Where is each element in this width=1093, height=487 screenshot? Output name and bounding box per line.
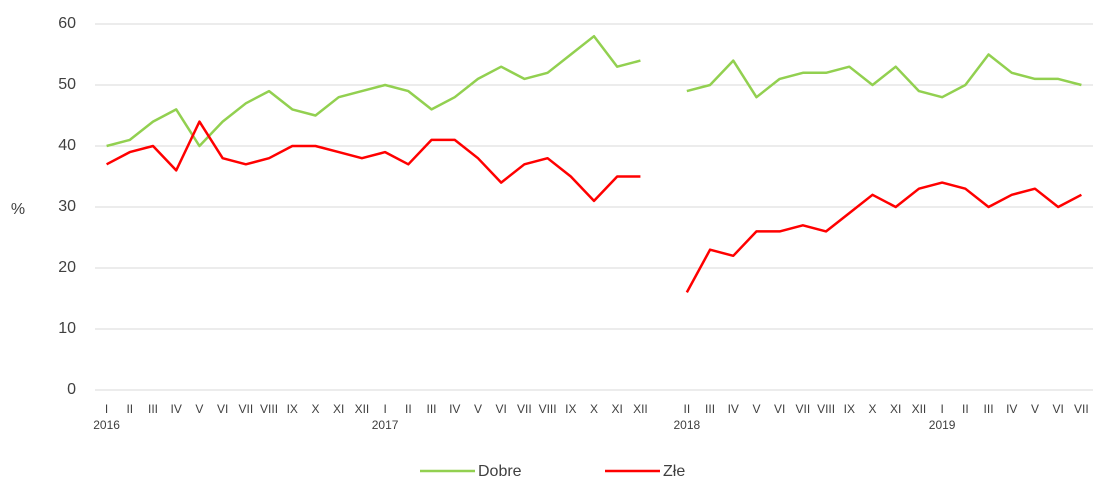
x-tick-label: IX — [844, 402, 855, 416]
year-label: 2016 — [93, 418, 120, 432]
x-tick-label: X — [869, 402, 877, 416]
data-line — [106, 34, 1082, 148]
y-axis-label: % — [11, 201, 25, 218]
x-tick-label: V — [1031, 402, 1039, 416]
x-tick-label: VII — [517, 402, 532, 416]
y-tick-label: 60 — [58, 15, 76, 32]
x-tick-label: II — [962, 402, 969, 416]
x-tick-label: X — [590, 402, 598, 416]
y-tick-label: 50 — [58, 76, 76, 93]
x-tick-label: VII — [796, 402, 811, 416]
y-tick-label: 0 — [67, 381, 76, 398]
x-tick-label: IV — [728, 402, 739, 416]
x-tick-label: II — [684, 402, 691, 416]
legend-label: Złe — [663, 463, 685, 480]
x-tick-label: VII — [1074, 402, 1089, 416]
x-tick-label: XII — [355, 402, 370, 416]
x-tick-label: V — [195, 402, 203, 416]
y-tick-label: 30 — [58, 198, 76, 215]
data-line — [106, 120, 1082, 293]
x-tick-label: II — [126, 402, 133, 416]
legend-label: Dobre — [478, 463, 522, 480]
x-tick-label: VII — [239, 402, 254, 416]
x-tick-label: II — [405, 402, 412, 416]
year-label: 2018 — [673, 418, 700, 432]
x-tick-label: I — [105, 402, 108, 416]
x-tick-label: VI — [495, 402, 506, 416]
x-tick-label: XII — [633, 402, 648, 416]
y-tick-label: 40 — [58, 137, 76, 154]
x-tick-label: VI — [1053, 402, 1064, 416]
x-tick-label: IX — [565, 402, 576, 416]
x-tick-label: VIII — [260, 402, 278, 416]
y-tick-label: 20 — [58, 259, 76, 276]
x-tick-label: VIII — [817, 402, 835, 416]
x-tick-label: VI — [217, 402, 228, 416]
x-tick-label: VIII — [539, 402, 557, 416]
x-tick-label: VI — [774, 402, 785, 416]
x-tick-label: IV — [1006, 402, 1017, 416]
x-tick-label: III — [984, 402, 994, 416]
x-tick-label: XI — [612, 402, 623, 416]
x-tick-label: X — [311, 402, 319, 416]
x-tick-label: III — [705, 402, 715, 416]
x-tick-label: XII — [912, 402, 927, 416]
x-tick-label: IV — [171, 402, 182, 416]
x-tick-label: V — [752, 402, 760, 416]
x-tick-label: III — [148, 402, 158, 416]
x-tick-label: XI — [890, 402, 901, 416]
x-tick-label: V — [474, 402, 482, 416]
x-tick-label: IV — [449, 402, 460, 416]
year-label: 2017 — [372, 418, 399, 432]
x-tick-label: XI — [333, 402, 344, 416]
x-tick-label: III — [427, 402, 437, 416]
x-tick-label: I — [383, 402, 386, 416]
y-tick-label: 10 — [58, 320, 76, 337]
x-tick-label: I — [940, 402, 943, 416]
x-tick-label: IX — [287, 402, 298, 416]
year-label: 2019 — [929, 418, 956, 432]
